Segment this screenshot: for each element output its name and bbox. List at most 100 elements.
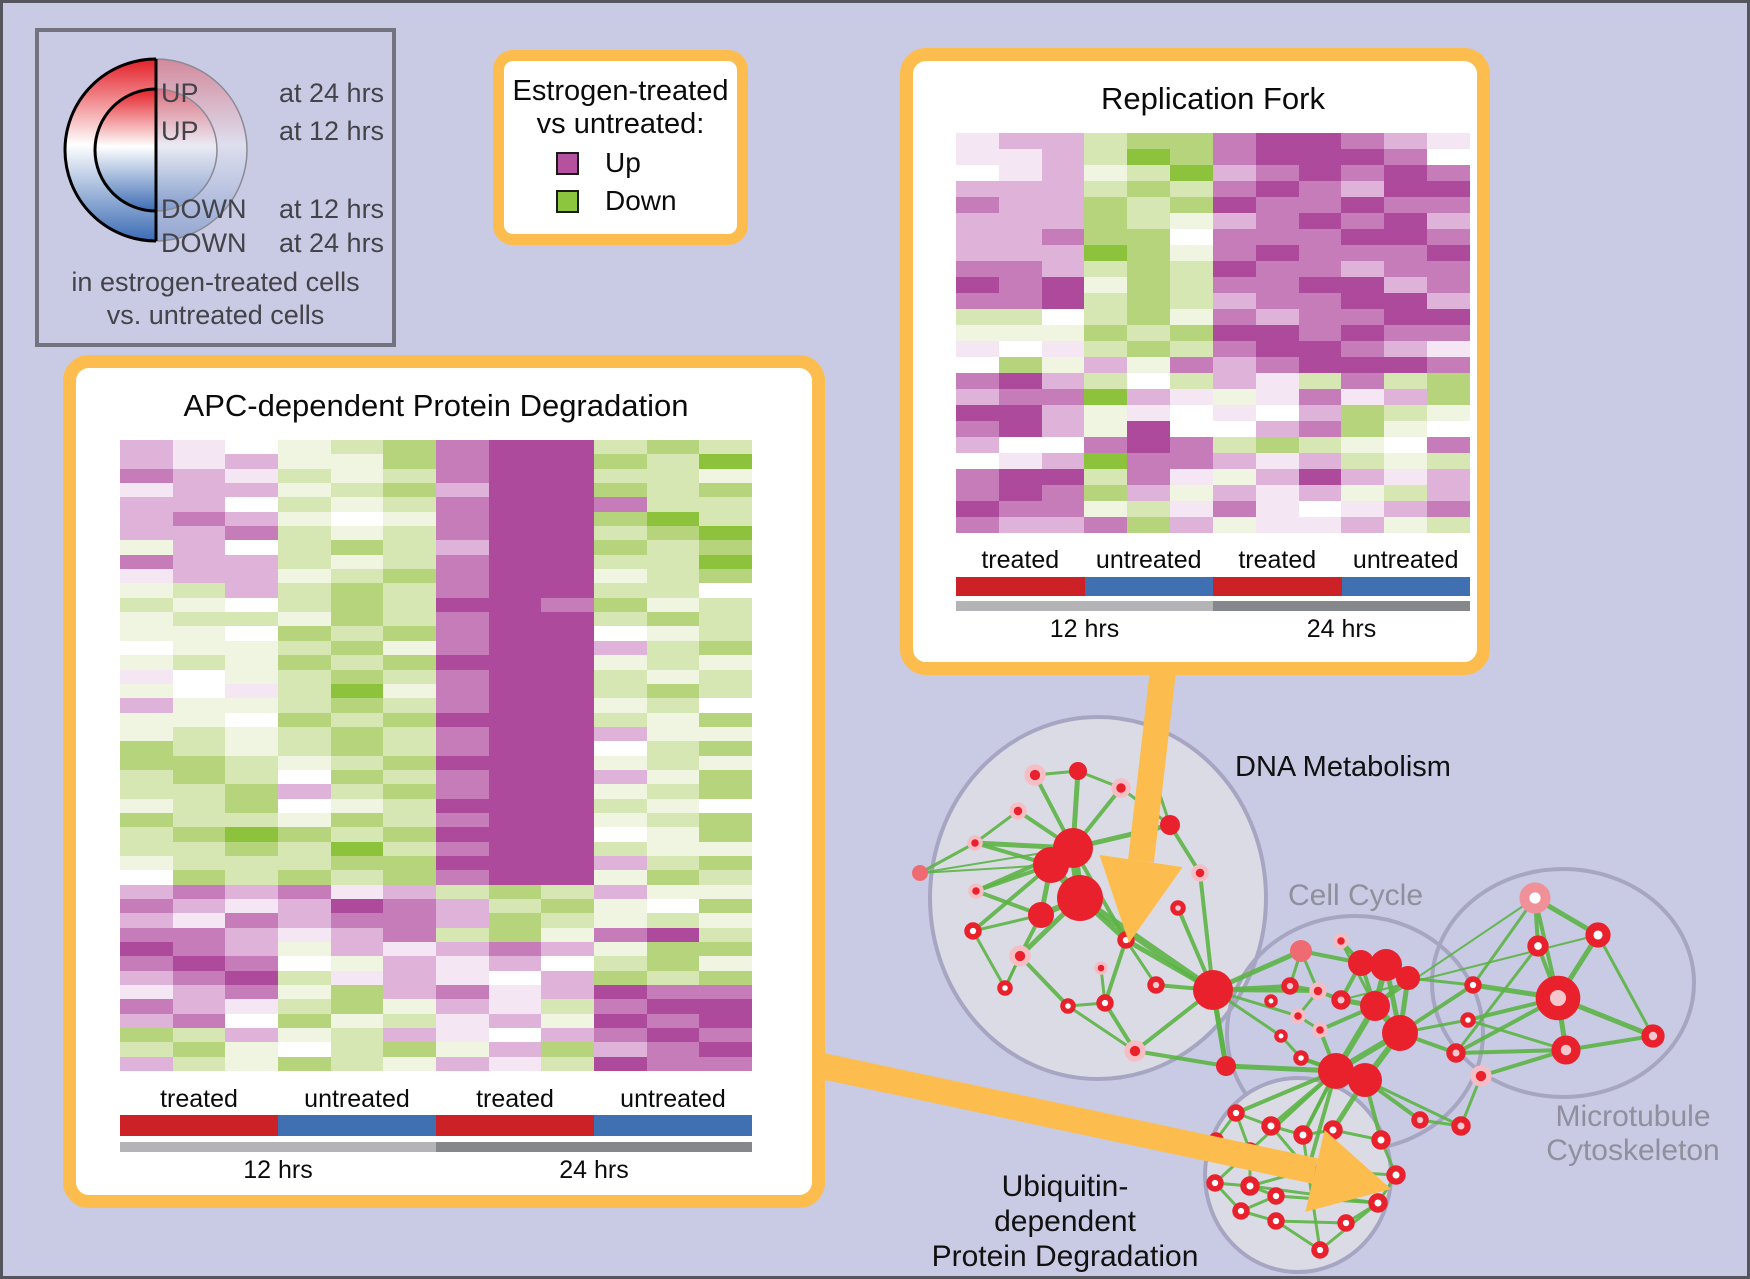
heatmap-cell	[1127, 517, 1171, 533]
heatmap-cell	[594, 913, 647, 928]
network-edge	[1275, 1219, 1321, 1252]
heatmap-cell	[1170, 357, 1213, 373]
heatmap-cell	[278, 913, 331, 928]
heatmap-cell	[488, 483, 542, 498]
heatmap-cell	[436, 798, 489, 813]
heatmap-cell	[120, 970, 173, 986]
heatmap-cell	[1127, 309, 1171, 325]
heatmap-cell	[383, 497, 437, 512]
heatmap-cell	[383, 612, 437, 627]
heatmap-cell	[436, 755, 489, 770]
heatmap-cell	[594, 870, 647, 885]
heatmap-cell	[646, 468, 700, 484]
heatmap-cell	[436, 855, 489, 871]
heatmap-cell	[278, 841, 331, 856]
heatmap-cell	[330, 798, 384, 813]
heatmap-cell	[1127, 325, 1171, 341]
network-node-halo	[1024, 764, 1046, 786]
heatmap-cell	[172, 798, 226, 813]
heatmap-cell	[594, 827, 647, 842]
network-node-ring-white	[1293, 1050, 1309, 1066]
heatmap-cell	[646, 1028, 700, 1043]
apc-title: APC-dependent Protein Degradation	[183, 388, 689, 423]
heatmap-cell	[594, 683, 647, 699]
apc-time-bars	[120, 1142, 752, 1152]
heatmap-cell	[436, 870, 489, 885]
heatmap-cell	[278, 884, 331, 899]
heatmap-cell	[225, 1028, 279, 1043]
network-node-ring-white	[1240, 1176, 1260, 1196]
heatmap-cell	[699, 569, 753, 584]
heatmap-cell	[1298, 277, 1342, 293]
heatmap-cell	[120, 1042, 173, 1057]
color-key-legend: UP at 24 hrs UP at 12 hrs DOWN at 12 hrs…	[35, 28, 396, 347]
heatmap-cell	[998, 229, 1042, 245]
network-edge	[1340, 934, 1599, 1001]
heatmap-cell	[1127, 485, 1171, 501]
heatmap-cell	[330, 626, 384, 641]
pointer-arrow-shaft	[1128, 651, 1178, 863]
network-node-halo	[1094, 961, 1108, 975]
heatmap-row	[956, 421, 1470, 437]
heatmap-cell	[278, 1013, 331, 1029]
heatmap-cell	[172, 855, 226, 871]
heatmap-cell	[278, 526, 331, 541]
heatmap-cell	[436, 927, 489, 943]
heatmap-cell	[172, 726, 226, 742]
heatmap-cell	[436, 511, 489, 527]
heatmap-cell	[330, 741, 384, 756]
heatmap-cell	[1041, 293, 1085, 309]
heatmap-cell	[120, 726, 173, 742]
heatmap-cell	[172, 956, 226, 971]
heatmap-cell	[383, 655, 437, 670]
microtubule-label: Microtubule Cytoskeleton	[1546, 1100, 1720, 1167]
heatmap-cell	[646, 870, 700, 885]
heatmap-cell	[225, 612, 279, 627]
heatmap-cell	[956, 357, 999, 373]
heatmap-cell	[278, 784, 331, 799]
heatmap-cell	[1170, 485, 1213, 501]
estrogen-legend-title: Estrogen-treated vs untreated:	[512, 75, 729, 140]
heatmap-cell	[1298, 517, 1342, 533]
key-up24-time: at 24 hrs	[279, 78, 385, 108]
heatmap-cell	[225, 884, 279, 899]
heatmap-cell	[1170, 261, 1213, 277]
heatmap-cell	[1341, 389, 1385, 405]
heatmap-cell	[383, 1028, 437, 1043]
heatmap-cell	[1255, 325, 1299, 341]
heatmap-cell	[956, 197, 999, 213]
heatmap-cell	[1041, 261, 1085, 277]
heatmap-cell	[1084, 181, 1128, 197]
heatmap-cell	[1255, 133, 1299, 149]
heatmap-cell	[956, 245, 999, 261]
network-edge	[1225, 1063, 1337, 1074]
heatmap-cell	[541, 726, 595, 742]
heatmap-cell	[488, 913, 542, 928]
heatmap-row	[120, 927, 753, 943]
heatmap-cell	[594, 1056, 647, 1072]
heatmap-cell	[120, 913, 173, 928]
heatmap-cell	[998, 517, 1042, 533]
heatmap-cell	[646, 597, 700, 613]
network-node-halo	[1470, 1065, 1492, 1087]
key-up12-dir: UP	[161, 116, 199, 146]
heatmap-cell	[225, 640, 279, 656]
heatmap-cell	[594, 956, 647, 971]
heatmap-row	[120, 884, 753, 899]
network-node-ring-pink	[1535, 975, 1581, 1021]
heatmap-cell	[278, 712, 331, 727]
heatmap-cell	[541, 468, 595, 484]
heatmap-cell	[1298, 197, 1342, 213]
heatmap-cell	[383, 526, 437, 541]
network-node-solid	[1160, 815, 1180, 835]
heatmap-cell	[172, 683, 226, 699]
heatmap-cell	[1255, 469, 1299, 485]
heatmap-cell	[278, 1028, 331, 1043]
heatmap-cell	[436, 812, 489, 828]
heatmap-cell	[1127, 293, 1171, 309]
heatmap-cell	[436, 956, 489, 971]
heatmap-cell	[383, 626, 437, 641]
heatmap-cell	[541, 913, 595, 928]
heatmap-cell	[1212, 165, 1256, 181]
